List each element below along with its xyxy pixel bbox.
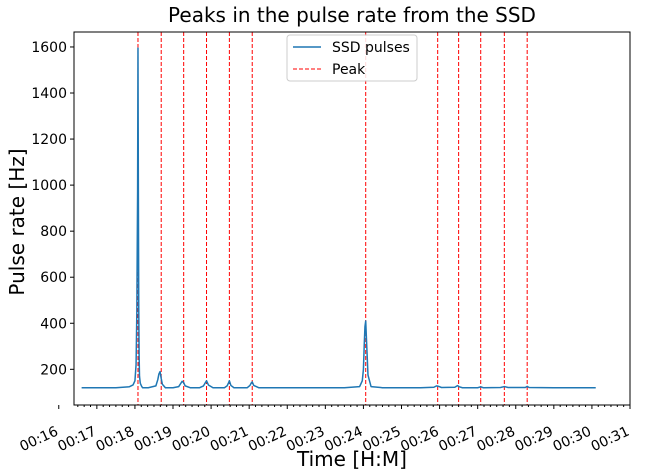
chart-title: Peaks in the pulse rate from the SSD (168, 3, 536, 27)
y-tick-label-200: 200 (40, 362, 67, 378)
ssd-pulses-line (81, 47, 596, 389)
y-tick-label-400: 400 (40, 316, 67, 332)
y-tick-label-1200: 1200 (31, 132, 67, 148)
y-axis-label: Pulse rate [Hz] (5, 148, 29, 295)
legend-label-peak: Peak (332, 62, 366, 78)
y-tick-label-800: 800 (40, 224, 67, 240)
y-tick-label-1000: 1000 (31, 178, 67, 194)
legend-label-ssd-pulses: SSD pulses (332, 40, 410, 56)
y-tick-label-1400: 1400 (31, 86, 67, 102)
y-tick-label-1600: 1600 (31, 40, 67, 56)
x-axis-label: Time [H:M] (296, 447, 407, 471)
plot-frame (73, 31, 631, 406)
legend: SSD pulses Peak (286, 34, 418, 82)
y-tick-label-600: 600 (40, 270, 67, 286)
